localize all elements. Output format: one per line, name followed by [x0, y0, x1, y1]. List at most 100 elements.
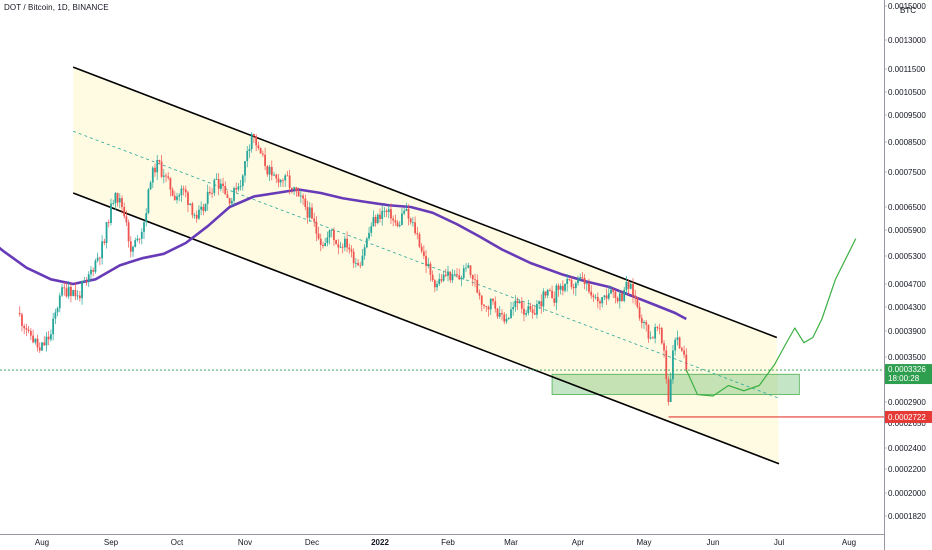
candle-body: [667, 379, 670, 402]
candle-body: [390, 209, 392, 219]
candle-body: [656, 326, 659, 328]
candle-body: [253, 133, 255, 137]
candle-body: [436, 284, 438, 288]
candle-body: [92, 269, 95, 272]
candle-body: [72, 289, 75, 296]
candle-body: [529, 306, 532, 310]
x-tick-label: Sep: [104, 538, 119, 547]
candle-body: [293, 187, 296, 190]
candle-body: [29, 331, 32, 336]
candle-body: [61, 287, 63, 296]
candle-body: [246, 151, 249, 162]
candle-body: [27, 329, 30, 331]
candle-body: [645, 322, 648, 325]
candle-body: [438, 279, 441, 284]
candle-body: [284, 175, 287, 181]
candle-body: [134, 240, 137, 247]
candle-body: [352, 251, 355, 264]
candle-body: [98, 257, 101, 259]
candle-body: [505, 319, 508, 322]
candle-body: [676, 337, 679, 340]
candle-body: [471, 274, 474, 280]
candle-body: [222, 183, 224, 186]
candle-body: [54, 312, 57, 319]
candle-body: [542, 291, 545, 307]
candle-body: [34, 338, 37, 343]
candle-body: [368, 232, 370, 239]
candle-body: [264, 154, 266, 166]
candle-body: [429, 263, 432, 275]
candle-body: [623, 289, 626, 301]
candle-body: [680, 348, 683, 351]
candle-body: [361, 255, 364, 266]
candle-body: [94, 260, 97, 272]
x-tick-label: Jun: [707, 538, 720, 547]
candle-body: [577, 279, 579, 284]
candle-body: [244, 161, 246, 176]
candle-body: [660, 328, 663, 344]
candle-body: [449, 271, 452, 281]
y-tick-label: 0.0003500: [888, 353, 926, 362]
candle-body: [118, 198, 121, 203]
candle-body: [590, 291, 593, 296]
candle-body: [261, 153, 264, 155]
candle-body: [469, 265, 472, 275]
candle-body: [156, 160, 159, 173]
x-tick-label: Oct: [171, 538, 184, 547]
candle-body: [123, 207, 126, 217]
candle-body: [47, 336, 50, 340]
candle-body: [233, 188, 235, 201]
candle-body: [151, 167, 154, 183]
candle-body: [447, 271, 449, 276]
candle-body: [67, 286, 70, 297]
candle-body: [658, 328, 661, 329]
x-tick-label: Nov: [238, 538, 252, 547]
candle-body: [592, 295, 595, 298]
candle-body: [403, 210, 406, 214]
y-tick-label: 0.0011500: [888, 65, 926, 74]
candle-body: [121, 198, 123, 207]
candle-body: [460, 278, 463, 280]
candle-body: [187, 192, 189, 205]
candle-body: [581, 277, 584, 279]
y-tick-label: 0.0002900: [888, 398, 926, 407]
candle-body: [333, 230, 335, 240]
candle-body: [162, 175, 165, 177]
candle-body: [418, 234, 421, 247]
candle-body: [557, 285, 560, 290]
candle-body: [383, 210, 386, 212]
candle-body: [127, 222, 130, 242]
candle-body: [315, 221, 318, 234]
candle-body: [462, 268, 465, 279]
candle-body: [478, 292, 481, 296]
candle-body: [350, 249, 353, 252]
candle-body: [614, 291, 617, 298]
candle-body: [114, 193, 117, 204]
candle-body: [140, 231, 143, 239]
candle-body: [551, 290, 553, 299]
projection-path: [685, 238, 857, 397]
candle-body: [494, 301, 497, 309]
candle-body: [431, 274, 434, 281]
y-tick-label: 0.0004300: [888, 303, 926, 312]
candle-body: [85, 281, 88, 282]
candle-body: [138, 238, 141, 240]
candle-body: [523, 308, 525, 315]
candle-body: [568, 278, 571, 280]
candle-body: [103, 241, 106, 243]
x-tick-label: Dec: [305, 538, 319, 547]
candle-body: [335, 239, 338, 245]
candle-body: [176, 196, 178, 200]
current-price-countdown: 18:00:28: [888, 374, 920, 383]
candle-body: [145, 213, 148, 223]
candle-body: [311, 207, 313, 219]
candle-body: [105, 222, 108, 243]
candle-body: [572, 286, 575, 289]
candle-body: [387, 209, 390, 213]
x-tick-label: Aug: [842, 538, 856, 547]
candle-body: [189, 203, 192, 205]
candle-body: [302, 195, 304, 199]
candle-body: [396, 222, 399, 227]
